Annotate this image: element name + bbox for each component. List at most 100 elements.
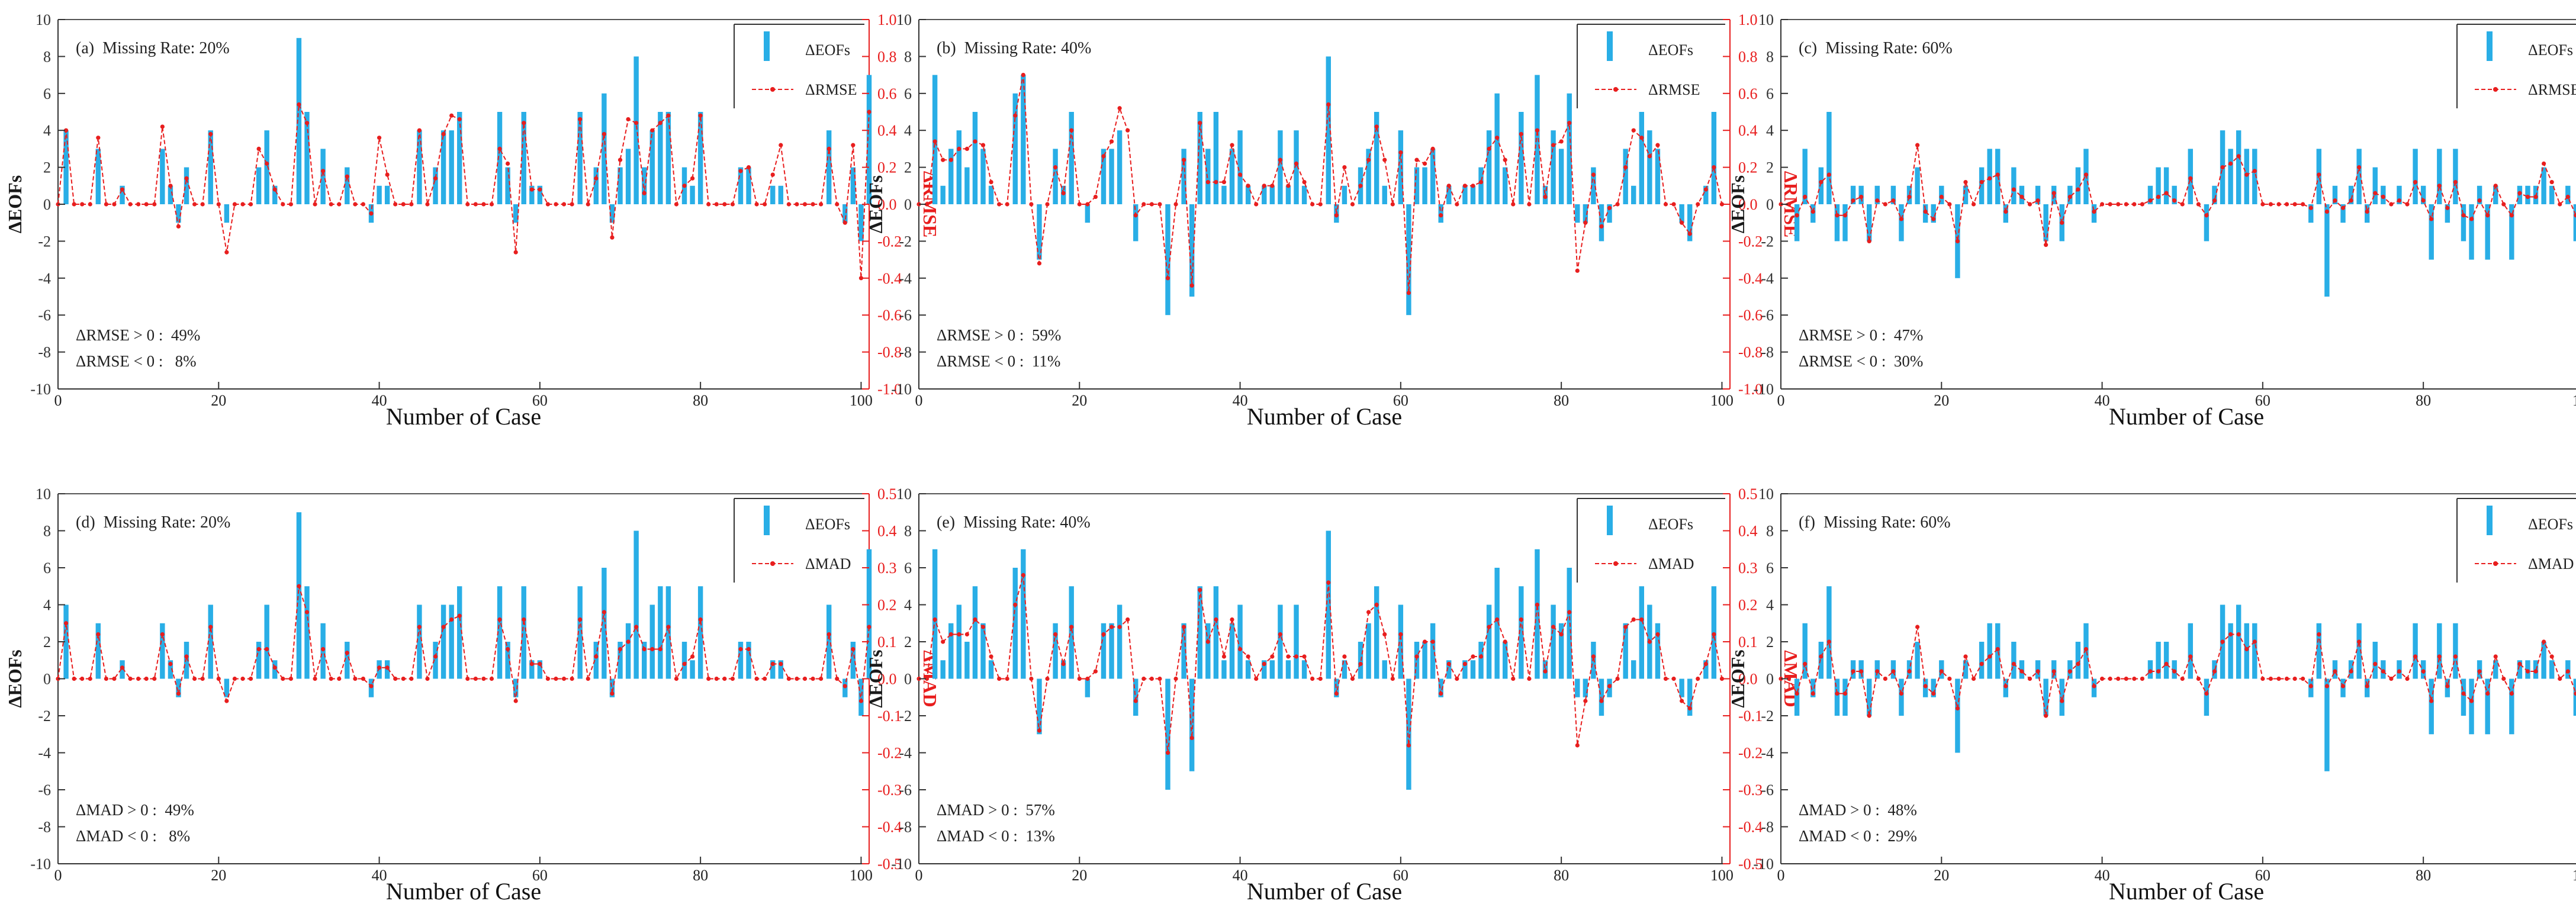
delta-marker (1189, 735, 1194, 741)
delta-marker (2565, 669, 2570, 674)
eof-bar (95, 149, 101, 204)
eof-bar (2573, 678, 2576, 716)
eof-bar (609, 678, 615, 697)
delta-marker (1101, 632, 1106, 637)
x-tick-label: 80 (1554, 392, 1569, 409)
delta-marker (1915, 143, 1920, 147)
delta-marker (2333, 669, 2337, 674)
delta-marker (2092, 684, 2096, 689)
delta-marker (561, 202, 567, 207)
delta-marker (754, 676, 759, 681)
eof-bar (964, 167, 970, 204)
eof-bar (440, 604, 446, 679)
delta-marker (746, 165, 751, 170)
delta-marker (1270, 654, 1275, 659)
eof-bar (1794, 204, 1800, 242)
eof-bar (956, 130, 962, 204)
legend-marker-icon (2493, 561, 2498, 566)
delta-marker (1891, 669, 1896, 674)
delta-marker (1663, 676, 1668, 681)
delta-marker (2019, 194, 2024, 200)
delta-marker (1286, 184, 1291, 188)
delta-marker (497, 617, 502, 622)
eof-bar (940, 660, 946, 679)
delta-marker (1875, 669, 1880, 674)
delta-marker (1623, 165, 1628, 170)
eof-bar (826, 130, 832, 204)
delta-marker (144, 676, 149, 681)
chart-panel-1: 0 20 40 60 80 100-10-8-6-4-20246810-1.0-0.8-0… (4, 11, 941, 430)
delta-marker (1366, 610, 1371, 615)
delta-marker (770, 661, 775, 667)
eof-bar (1558, 623, 1564, 679)
delta-marker (433, 654, 438, 659)
eof-bar (1470, 660, 1476, 679)
eof-bar (1583, 678, 1588, 697)
delta-marker (989, 654, 993, 659)
eof-bar (1931, 204, 1936, 223)
eof-bar (1867, 678, 1872, 716)
delta-marker (2204, 691, 2209, 696)
left-y-tick-label: -10 (1753, 381, 1774, 398)
delta-marker (1262, 184, 1266, 188)
delta-marker (1182, 625, 1186, 629)
delta-marker (1109, 625, 1114, 629)
delta-marker (2067, 194, 2072, 200)
delta-marker (481, 202, 486, 207)
right-y-tick-label: -0.1 (877, 707, 902, 725)
left-axis-title: ΔEOFs (865, 649, 886, 707)
delta-marker (1859, 194, 1864, 200)
delta-marker (738, 646, 743, 652)
delta-marker (1631, 128, 1636, 133)
eof-bar (2332, 185, 2338, 204)
eof-bar (1623, 149, 1628, 204)
delta-marker (2445, 205, 2450, 210)
left-y-tick-label: -10 (30, 855, 51, 873)
delta-marker (1527, 202, 1532, 207)
eof-bar (1438, 678, 1443, 697)
delta-marker (192, 202, 197, 207)
delta-marker (457, 613, 462, 618)
eof-bar (1133, 204, 1139, 242)
eof-bar (2236, 130, 2241, 204)
eof-bar (1639, 586, 1644, 679)
delta-marker (997, 202, 1002, 207)
delta-marker (2405, 202, 2410, 207)
eof-bar (1583, 204, 1588, 223)
delta-marker (208, 131, 213, 137)
delta-marker (1527, 676, 1532, 681)
eof-bar (2461, 204, 2466, 242)
delta-marker (506, 161, 510, 166)
eof-bar (593, 642, 599, 679)
eof-bar (2035, 185, 2041, 204)
delta-marker (941, 639, 946, 644)
eof-bar (1101, 149, 1107, 204)
left-y-tick-label: 2 (43, 159, 51, 176)
delta-marker (1093, 669, 1098, 674)
delta-marker (1310, 202, 1315, 207)
delta-marker (1173, 202, 1178, 207)
left-y-tick-label: 6 (43, 559, 51, 577)
eof-bar (1915, 167, 1920, 204)
eof-bar (184, 167, 189, 204)
eof-bar (1462, 185, 1468, 204)
eof-bar (980, 149, 986, 204)
left-y-tick-label: 8 (43, 48, 51, 65)
left-y-tick-label: 4 (1766, 597, 1774, 614)
x-tick-label: 20 (211, 867, 226, 884)
eof-bar (1867, 204, 1872, 242)
delta-marker (1519, 617, 1523, 622)
delta-marker (1374, 124, 1379, 129)
delta-marker (1221, 179, 1227, 185)
left-y-tick-label: 0 (904, 671, 912, 688)
x-tick-label: 40 (372, 867, 387, 884)
delta-marker (2051, 669, 2056, 674)
right-y-tick-label: 0.0 (1738, 671, 1758, 688)
eof-bar (1294, 604, 1299, 679)
delta-marker (2413, 179, 2418, 185)
delta-marker (690, 176, 695, 181)
eof-bar (2477, 185, 2482, 204)
eof-bar (1053, 149, 1058, 204)
eof-bar (932, 549, 938, 679)
eof-bar (1567, 93, 1572, 204)
